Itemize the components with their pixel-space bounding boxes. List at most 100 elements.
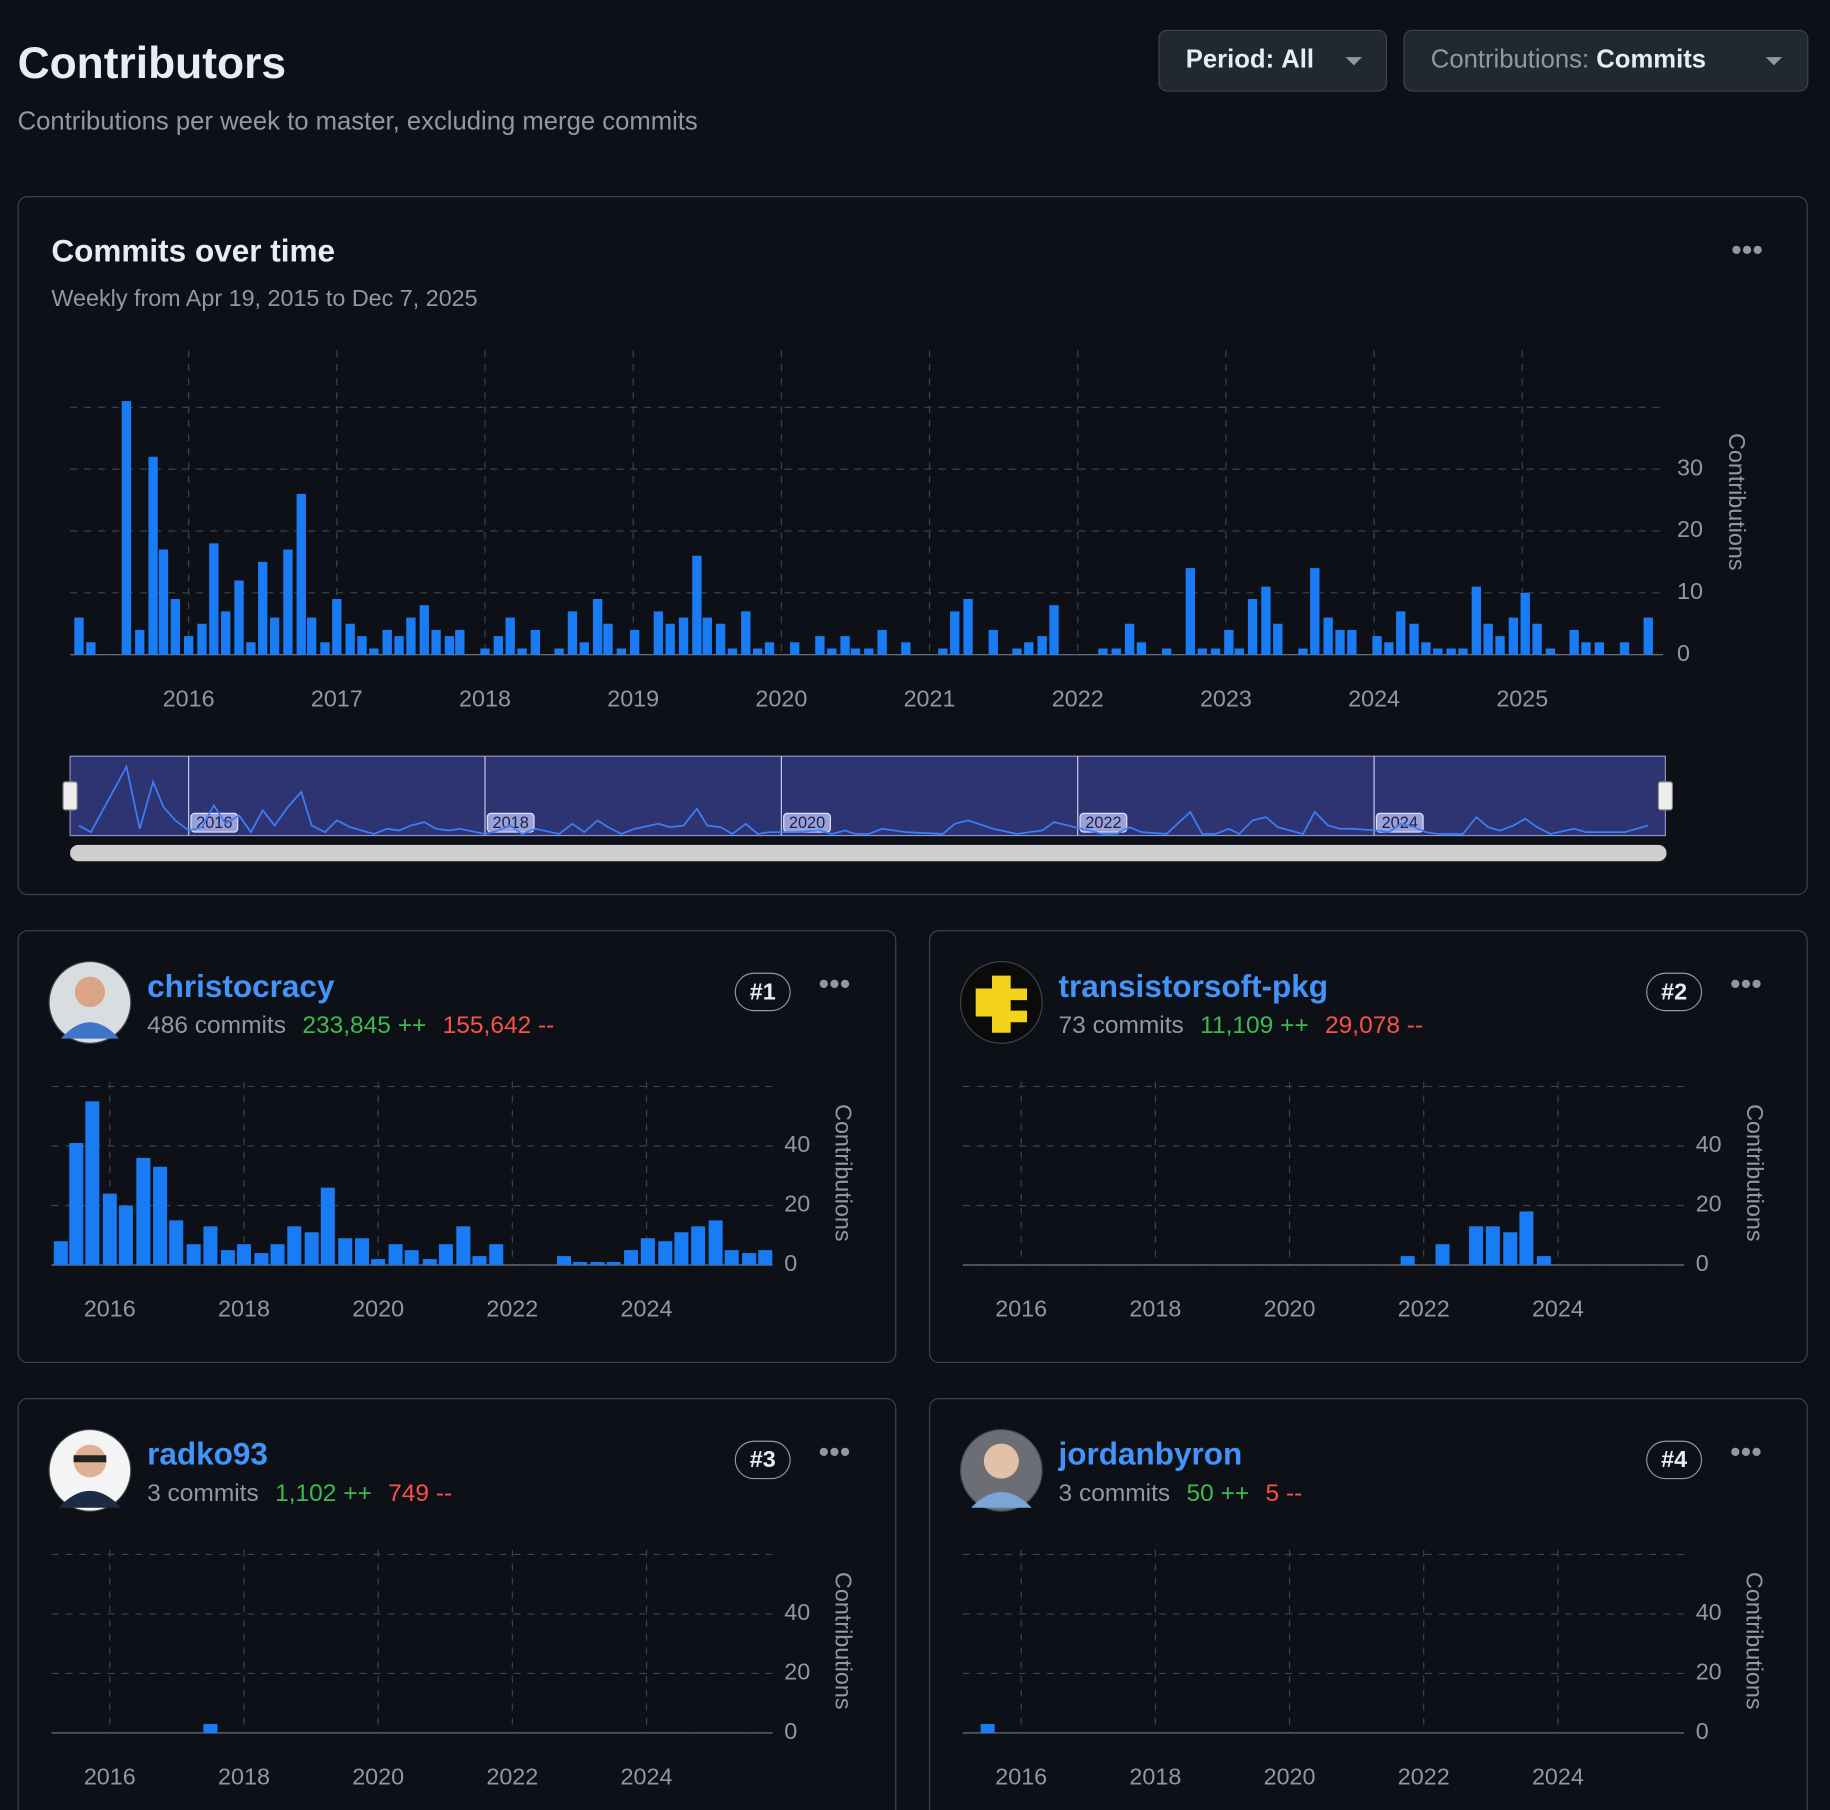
bar	[357, 636, 367, 655]
contributor-name[interactable]: radko93	[147, 1436, 268, 1472]
bar	[606, 1262, 621, 1266]
bar	[296, 493, 306, 655]
contributor-name[interactable]: christocracy	[147, 968, 335, 1004]
button-label[interactable]: Contributions: Commits	[1431, 45, 1706, 73]
bar	[236, 1244, 251, 1266]
bar	[950, 611, 960, 655]
bar	[1433, 648, 1443, 655]
y-tick-label: 0	[1696, 1250, 1709, 1276]
navigator[interactable]	[69, 755, 1666, 837]
x-tick-label: 2020	[1264, 1764, 1316, 1790]
rank-badge	[734, 972, 791, 1012]
y-tick-label: 0	[784, 1718, 797, 1744]
bar	[556, 1256, 571, 1266]
x-tick-label: 2016	[84, 1764, 136, 1790]
bar	[1384, 642, 1394, 655]
deletions: 155,642 --	[443, 1012, 555, 1039]
bar	[665, 623, 675, 655]
bar	[1197, 648, 1207, 655]
bar	[708, 1220, 723, 1266]
bar	[1495, 636, 1505, 655]
bar	[332, 599, 342, 655]
bar	[320, 642, 330, 655]
y-tick-label: 40	[1696, 1599, 1722, 1625]
button[interactable]	[1158, 29, 1388, 92]
bar	[1111, 648, 1121, 655]
more-button[interactable]: •••	[1730, 968, 1762, 1001]
bar	[86, 642, 96, 655]
bar	[1234, 648, 1244, 655]
bar	[724, 1250, 739, 1266]
contributor-name[interactable]: transistorsoft-pkg	[1059, 968, 1329, 1004]
bar	[1446, 648, 1456, 655]
bar	[121, 401, 132, 655]
bar	[1594, 642, 1604, 655]
button-label[interactable]: Period: All	[1186, 45, 1314, 73]
bar	[306, 617, 317, 655]
bar	[640, 1238, 655, 1266]
bar	[1483, 623, 1493, 655]
y-axis-label: Contributions	[1742, 1572, 1768, 1709]
bar	[592, 599, 603, 655]
x-tick-label: 2018	[1129, 1296, 1181, 1322]
x-tick-label: 2016	[995, 1296, 1047, 1322]
additions: 1,102 ++	[275, 1480, 372, 1507]
navigator-label-box	[1079, 812, 1128, 833]
y-tick-label: 20	[784, 1659, 810, 1685]
bar	[1124, 623, 1135, 655]
scrollbar[interactable]	[70, 844, 1667, 862]
y-tick-label: 20	[1696, 1659, 1722, 1685]
x-tick-label: 2024	[1532, 1296, 1584, 1322]
contributor-name[interactable]: jordanbyron	[1058, 1436, 1243, 1472]
bar	[1469, 1226, 1484, 1266]
period-filter[interactable]: Period: All	[1158, 29, 1388, 92]
avatar[interactable]	[959, 961, 1043, 1044]
bar	[135, 629, 145, 655]
x-tick-label: 2018	[218, 1296, 270, 1322]
bar	[1037, 636, 1047, 655]
navigator-handle[interactable]	[62, 781, 78, 811]
bar	[1185, 568, 1196, 655]
rank: #4	[1661, 1446, 1687, 1472]
bar	[590, 1262, 605, 1266]
filter-value: Commits	[1596, 45, 1706, 73]
x-tick-label: 2022	[486, 1296, 538, 1322]
bar	[1536, 1256, 1551, 1266]
bar	[69, 1143, 84, 1266]
bar	[320, 1187, 335, 1266]
bar	[567, 611, 578, 655]
bar	[752, 648, 763, 655]
bar	[234, 580, 244, 655]
y-tick-label: 20	[784, 1191, 810, 1217]
avatar[interactable]	[48, 1428, 132, 1512]
bar	[790, 642, 800, 655]
x-tick-label: 2018	[218, 1764, 270, 1790]
avatar[interactable]	[48, 961, 132, 1044]
contributions-filter[interactable]: Contributions: Commits	[1403, 29, 1809, 92]
rank: #1	[750, 978, 776, 1004]
bar	[197, 623, 207, 655]
bar	[741, 611, 751, 655]
x-tick-label: 2021	[904, 685, 956, 711]
more-button[interactable]: •••	[1730, 1436, 1762, 1469]
button[interactable]	[1403, 29, 1809, 92]
bar	[1435, 1244, 1450, 1266]
rank: #2	[1661, 978, 1687, 1004]
more-button[interactable]: •••	[819, 968, 851, 1001]
x-tick-label: 2024	[621, 1296, 673, 1322]
more-button[interactable]: •••	[819, 1436, 851, 1469]
bar	[1136, 642, 1147, 655]
y-tick-label: 20	[1677, 516, 1703, 542]
avatar[interactable]	[959, 1428, 1043, 1512]
bar	[388, 1244, 403, 1266]
bar	[764, 642, 775, 655]
caret	[1765, 57, 1783, 66]
filter-label: Contributions:	[1431, 45, 1589, 73]
contributor-stats: 486 commits 233,845 ++ 155,642 --	[147, 1012, 554, 1039]
navigator-handle[interactable]	[1657, 781, 1673, 811]
y-axis-label: Contributions	[1742, 1104, 1768, 1241]
bar	[702, 617, 712, 655]
more-button[interactable]: •••	[1731, 234, 1763, 267]
bar	[254, 1253, 269, 1266]
bar	[827, 648, 837, 655]
